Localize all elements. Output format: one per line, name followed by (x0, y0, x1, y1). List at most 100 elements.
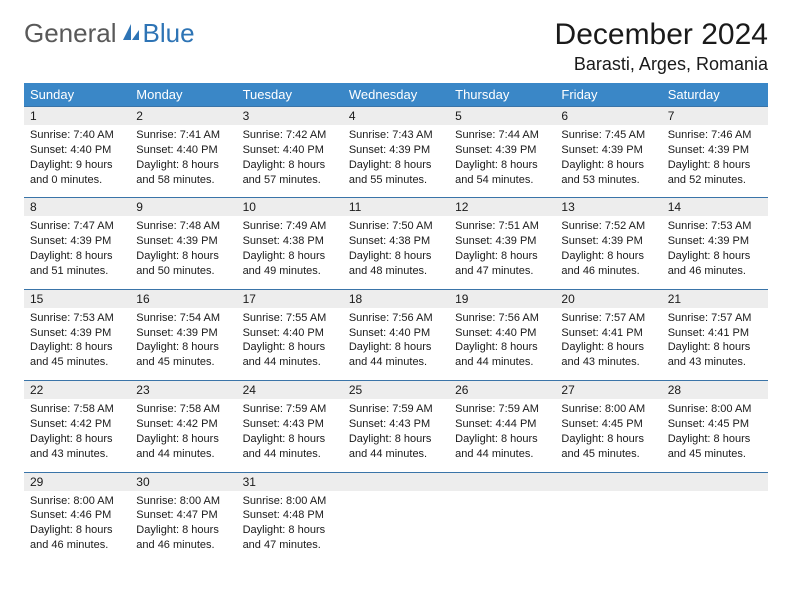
day-data-cell: Sunrise: 7:47 AMSunset: 4:39 PMDaylight:… (24, 216, 130, 289)
day-number-cell: 22 (24, 381, 130, 400)
sunset-text: Sunset: 4:40 PM (243, 326, 337, 341)
daylight-text: Daylight: 8 hours (243, 523, 337, 538)
daylight-text: Daylight: 8 hours (136, 523, 230, 538)
day-number-cell: 5 (449, 107, 555, 126)
day-number-cell: 27 (555, 381, 661, 400)
sunset-text: Sunset: 4:43 PM (349, 417, 443, 432)
day-data-cell: Sunrise: 8:00 AMSunset: 4:45 PMDaylight:… (555, 399, 661, 472)
sunrise-text: Sunrise: 7:53 AM (668, 219, 762, 234)
day-number-cell: 4 (343, 107, 449, 126)
day-data-cell: Sunrise: 7:43 AMSunset: 4:39 PMDaylight:… (343, 125, 449, 198)
sunrise-text: Sunrise: 7:52 AM (561, 219, 655, 234)
day-number-cell: 13 (555, 198, 661, 217)
week-number-row: 22232425262728 (24, 381, 768, 400)
sunrise-text: Sunrise: 8:00 AM (30, 494, 124, 509)
day-number-cell (449, 472, 555, 491)
day-number-cell: 31 (237, 472, 343, 491)
day-number-cell (662, 472, 768, 491)
day-number-cell: 23 (130, 381, 236, 400)
sunrise-text: Sunrise: 7:49 AM (243, 219, 337, 234)
day-data-cell: Sunrise: 7:59 AMSunset: 4:43 PMDaylight:… (343, 399, 449, 472)
daylight-text: and 46 minutes. (668, 264, 762, 279)
daylight-text: and 58 minutes. (136, 173, 230, 188)
daylight-text: Daylight: 9 hours (30, 158, 124, 173)
day-number-cell: 25 (343, 381, 449, 400)
sunset-text: Sunset: 4:39 PM (561, 234, 655, 249)
day-number-cell: 30 (130, 472, 236, 491)
sunset-text: Sunset: 4:38 PM (243, 234, 337, 249)
day-header: Monday (130, 83, 236, 107)
day-number-cell: 24 (237, 381, 343, 400)
day-data-cell: Sunrise: 7:40 AMSunset: 4:40 PMDaylight:… (24, 125, 130, 198)
sunrise-text: Sunrise: 8:00 AM (668, 402, 762, 417)
daylight-text: and 43 minutes. (30, 447, 124, 462)
day-number-cell: 17 (237, 289, 343, 308)
daylight-text: and 47 minutes. (243, 538, 337, 553)
sunset-text: Sunset: 4:45 PM (561, 417, 655, 432)
calendar-table: Sunday Monday Tuesday Wednesday Thursday… (24, 83, 768, 563)
day-number-cell: 16 (130, 289, 236, 308)
daylight-text: and 44 minutes. (455, 355, 549, 370)
sunset-text: Sunset: 4:41 PM (561, 326, 655, 341)
day-number-cell: 28 (662, 381, 768, 400)
sunrise-text: Sunrise: 7:40 AM (30, 128, 124, 143)
location: Barasti, Arges, Romania (555, 54, 768, 75)
week-data-row: Sunrise: 8:00 AMSunset: 4:46 PMDaylight:… (24, 491, 768, 563)
sunrise-text: Sunrise: 7:41 AM (136, 128, 230, 143)
week-number-row: 15161718192021 (24, 289, 768, 308)
daylight-text: Daylight: 8 hours (455, 340, 549, 355)
day-header: Tuesday (237, 83, 343, 107)
day-header: Friday (555, 83, 661, 107)
day-header: Sunday (24, 83, 130, 107)
day-number-cell: 18 (343, 289, 449, 308)
daylight-text: Daylight: 8 hours (455, 432, 549, 447)
sunrise-text: Sunrise: 8:00 AM (243, 494, 337, 509)
sunset-text: Sunset: 4:39 PM (136, 326, 230, 341)
sunrise-text: Sunrise: 8:00 AM (136, 494, 230, 509)
sunrise-text: Sunrise: 7:54 AM (136, 311, 230, 326)
daylight-text: and 54 minutes. (455, 173, 549, 188)
week-data-row: Sunrise: 7:40 AM Sunset: 4:40 PM Daylight:… (24, 125, 768, 198)
daylight-text: and 53 minutes. (561, 173, 655, 188)
day-number-cell: 12 (449, 198, 555, 217)
sunset-text: Sunset: 4:40 PM (243, 143, 337, 158)
day-number-cell: 14 (662, 198, 768, 217)
sunrise-text: Sunrise: 7:50 AM (349, 219, 443, 234)
sunset-text: Sunset: 4:40 PM (349, 326, 443, 341)
day-number-cell: 26 (449, 381, 555, 400)
sunrise-text: Sunrise: 7:57 AM (668, 311, 762, 326)
sunrise-text: Sunrise: 7:59 AM (243, 402, 337, 417)
sunrise-text: Sunrise: 7:59 AM (349, 402, 443, 417)
sunset-text: Sunset: 4:39 PM (30, 326, 124, 341)
daylight-text: Daylight: 8 hours (668, 158, 762, 173)
daylight-text: Daylight: 8 hours (243, 340, 337, 355)
daylight-text: and 52 minutes. (668, 173, 762, 188)
day-number-cell: 3 (237, 107, 343, 126)
daylight-text: Daylight: 8 hours (561, 249, 655, 264)
day-number-cell: 15 (24, 289, 130, 308)
day-data-cell (449, 491, 555, 563)
day-number-cell: 7 (662, 107, 768, 126)
daylight-text: Daylight: 8 hours (668, 432, 762, 447)
daylight-text: and 48 minutes. (349, 264, 443, 279)
daylight-text: Daylight: 8 hours (349, 158, 443, 173)
title-block: December 2024 Barasti, Arges, Romania (555, 18, 768, 75)
day-data-cell: Sunrise: 7:54 AMSunset: 4:39 PMDaylight:… (130, 308, 236, 381)
daylight-text: Daylight: 8 hours (243, 432, 337, 447)
sunset-text: Sunset: 4:45 PM (668, 417, 762, 432)
daylight-text: Daylight: 8 hours (561, 158, 655, 173)
day-data-cell: Sunrise: 7:53 AMSunset: 4:39 PMDaylight:… (24, 308, 130, 381)
logo-sail-icon (121, 22, 141, 47)
day-number-cell: 21 (662, 289, 768, 308)
day-number-cell: 9 (130, 198, 236, 217)
daylight-text: Daylight: 8 hours (30, 340, 124, 355)
daylight-text: Daylight: 8 hours (349, 432, 443, 447)
sunrise-text: Sunrise: 7:55 AM (243, 311, 337, 326)
sunrise-text: Sunrise: 7:56 AM (455, 311, 549, 326)
week-number-row: 891011121314 (24, 198, 768, 217)
month-title: December 2024 (555, 18, 768, 52)
daylight-text: and 55 minutes. (349, 173, 443, 188)
day-number-cell: 10 (237, 198, 343, 217)
daylight-text: and 44 minutes. (349, 447, 443, 462)
day-number-cell: 2 (130, 107, 236, 126)
